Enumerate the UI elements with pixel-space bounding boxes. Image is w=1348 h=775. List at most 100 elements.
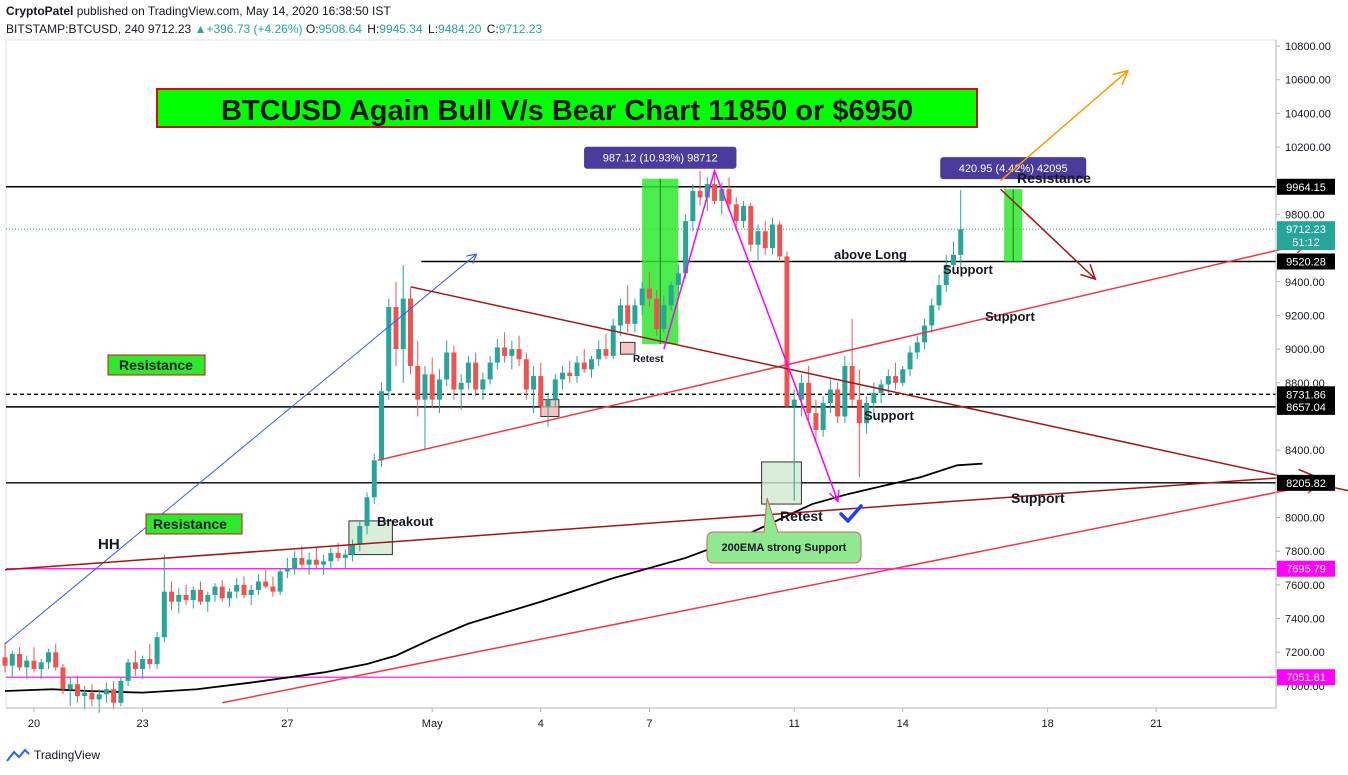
trendline-2[interactable] — [410, 286, 1348, 504]
candle[interactable] — [277, 568, 283, 595]
candle[interactable] — [125, 658, 131, 686]
candle[interactable] — [465, 355, 471, 390]
candle[interactable] — [96, 689, 102, 713]
candle[interactable] — [502, 332, 508, 363]
candle[interactable] — [762, 221, 768, 255]
candle[interactable] — [509, 340, 515, 370]
candle[interactable] — [893, 362, 899, 390]
candle[interactable] — [661, 295, 667, 333]
candle[interactable] — [444, 340, 450, 387]
candle[interactable] — [205, 591, 211, 612]
candle[interactable] — [306, 552, 312, 575]
ema-callout[interactable] — [706, 497, 862, 564]
candle[interactable] — [632, 298, 638, 333]
candle[interactable] — [473, 352, 479, 397]
candle[interactable] — [668, 281, 674, 311]
candle[interactable] — [531, 365, 537, 414]
candle[interactable] — [733, 197, 739, 232]
candle[interactable] — [581, 349, 587, 373]
candle[interactable] — [321, 554, 327, 575]
candle[interactable] — [603, 333, 609, 360]
trendline-0[interactable] — [4, 255, 476, 645]
trendline-5[interactable] — [1000, 71, 1128, 182]
candle[interactable] — [74, 675, 80, 703]
price-tag-3[interactable] — [1277, 253, 1335, 270]
price-tag-1[interactable] — [1277, 221, 1335, 238]
candle[interactable] — [494, 339, 500, 370]
candle[interactable] — [161, 554, 167, 643]
candle[interactable] — [639, 281, 645, 316]
candle[interactable] — [943, 254, 949, 292]
candle[interactable] — [827, 379, 833, 414]
candle[interactable] — [31, 647, 37, 673]
resistance-tag-1[interactable] — [107, 354, 206, 376]
candle[interactable] — [371, 453, 377, 505]
candle[interactable] — [328, 547, 334, 569]
candle[interactable] — [169, 581, 175, 611]
candle[interactable] — [835, 382, 841, 424]
candle[interactable] — [625, 285, 631, 333]
candle[interactable] — [53, 643, 59, 671]
candle[interactable] — [552, 374, 558, 407]
zone-box-2[interactable] — [619, 341, 636, 355]
candle[interactable] — [864, 396, 870, 434]
candle[interactable] — [45, 648, 51, 670]
candle[interactable] — [516, 335, 522, 366]
candle[interactable] — [914, 335, 920, 360]
candle[interactable] — [248, 584, 254, 606]
candle[interactable] — [38, 658, 44, 680]
candle[interactable] — [885, 369, 891, 393]
candle[interactable] — [523, 352, 529, 400]
candle[interactable] — [183, 584, 189, 606]
candle[interactable] — [60, 664, 66, 695]
candle[interactable] — [82, 685, 88, 710]
candle[interactable] — [17, 647, 23, 671]
candle[interactable] — [719, 182, 725, 215]
candle[interactable] — [748, 202, 754, 252]
candle[interactable] — [407, 288, 413, 375]
price-tag-4[interactable] — [1277, 386, 1335, 403]
candle[interactable] — [255, 574, 261, 595]
price-tag-5[interactable] — [1277, 398, 1335, 415]
candle[interactable] — [357, 520, 363, 552]
price-tag-0[interactable] — [1277, 178, 1335, 195]
trendline-4[interactable] — [222, 484, 1319, 704]
candle[interactable] — [263, 568, 269, 589]
candle[interactable] — [878, 379, 884, 404]
zone-box-0[interactable] — [348, 520, 393, 556]
candle[interactable] — [654, 290, 660, 336]
candle[interactable] — [284, 557, 290, 579]
candle[interactable] — [400, 264, 406, 383]
candle[interactable] — [103, 682, 109, 703]
candle[interactable] — [755, 224, 761, 262]
candle[interactable] — [769, 217, 775, 255]
candle[interactable] — [798, 374, 804, 417]
candle[interactable] — [697, 170, 703, 206]
candle[interactable] — [386, 298, 392, 400]
candle[interactable] — [480, 372, 486, 400]
candle[interactable] — [567, 360, 573, 383]
candle[interactable] — [226, 588, 232, 607]
candle[interactable] — [741, 200, 747, 228]
candle[interactable] — [393, 281, 399, 366]
candle[interactable] — [292, 551, 298, 575]
trendline-1[interactable] — [377, 243, 1308, 461]
price-tag-6[interactable] — [1277, 474, 1335, 491]
candle[interactable] — [929, 298, 935, 333]
candle[interactable] — [900, 365, 906, 387]
candle[interactable] — [436, 369, 442, 414]
candle[interactable] — [67, 677, 73, 707]
candle[interactable] — [24, 655, 30, 680]
candle[interactable] — [813, 399, 819, 442]
candle[interactable] — [726, 177, 732, 212]
candle[interactable] — [487, 355, 493, 385]
candle[interactable] — [610, 318, 616, 360]
candle[interactable] — [234, 578, 240, 599]
candle[interactable] — [2, 642, 8, 673]
title-banner[interactable] — [156, 88, 978, 128]
candle[interactable] — [212, 583, 218, 602]
candle[interactable] — [596, 340, 602, 366]
candle[interactable] — [241, 576, 247, 599]
candle[interactable] — [588, 355, 594, 378]
zone-box-3[interactable] — [761, 461, 802, 505]
